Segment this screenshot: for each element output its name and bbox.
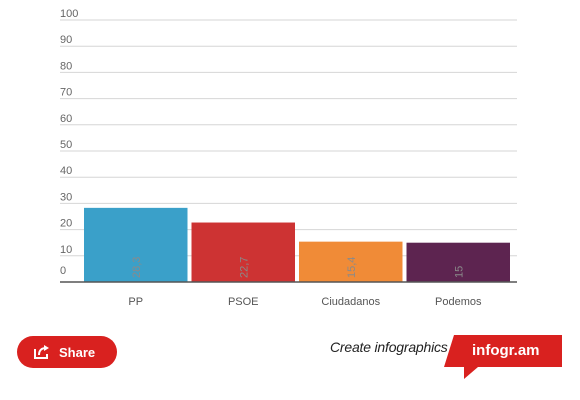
y-tick-label: 0: [60, 265, 66, 277]
y-tick-label: 40: [60, 165, 72, 177]
bar-value-label: 28,3: [131, 257, 143, 278]
y-tick-label: 60: [60, 113, 72, 125]
y-tick-label: 50: [60, 139, 72, 151]
x-category-label: PP: [128, 296, 143, 308]
y-tick-label: 10: [60, 244, 72, 256]
bar-chart: 0 10 20 30 40 50 60 70 80 90 100 28,3 PP 22,7 PSOE 15,4…: [60, 8, 517, 308]
brand-label: infogr.am: [472, 342, 540, 359]
share-icon: [34, 345, 49, 359]
y-tick-label: 90: [60, 34, 72, 46]
share-button[interactable]: Share: [17, 336, 117, 368]
create-infographics-text: Create infographics: [330, 339, 448, 355]
bar[interactable]: [191, 222, 296, 282]
bar-value-label: 15: [453, 266, 465, 278]
x-category-label: Ciudadanos: [321, 296, 380, 308]
infogram-logo[interactable]: infogr.am: [444, 335, 562, 379]
logo-badge-shape: [444, 335, 562, 379]
share-label: Share: [59, 344, 96, 360]
bar[interactable]: [84, 207, 188, 282]
x-category-label: Podemos: [435, 296, 482, 308]
chart-svg: 0 10 20 30 40 50 60 70 80 90 100 28,3 PP 22,7 PSOE 15,4…: [60, 8, 517, 308]
bar-value-label: 15,4: [346, 257, 358, 278]
y-tick-label: 80: [60, 60, 72, 72]
y-tick-label: 30: [60, 191, 72, 203]
y-tick-label: 100: [60, 8, 78, 20]
bar-value-label: 22,7: [238, 257, 250, 278]
y-tick-label: 70: [60, 87, 72, 99]
bar[interactable]: [299, 241, 403, 282]
bar[interactable]: [406, 242, 511, 282]
y-tick-label: 20: [60, 218, 72, 230]
x-category-label: PSOE: [228, 296, 259, 308]
